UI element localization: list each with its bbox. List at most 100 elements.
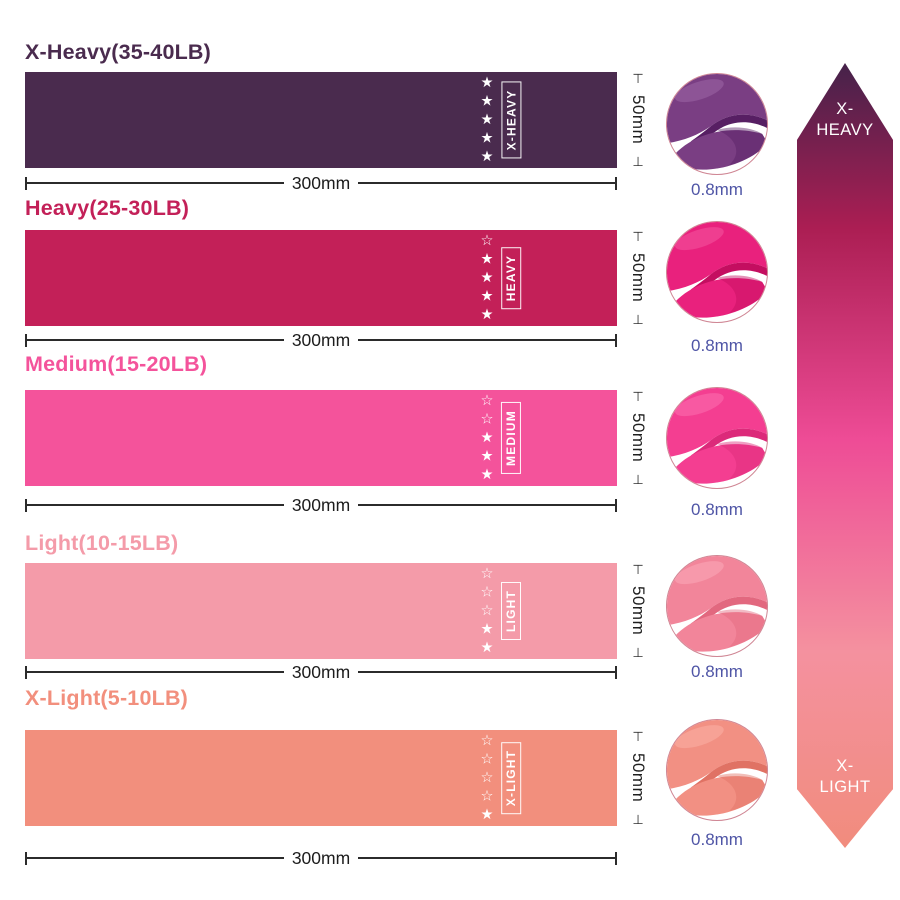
thickness-label: 0.8mm bbox=[691, 830, 743, 849]
folded-band-illustration bbox=[665, 220, 769, 324]
band-strength-label: MEDIUM bbox=[501, 402, 521, 474]
width-dimension: 300mm bbox=[25, 847, 618, 868]
strength-gradient-arrow: X- HEAVY X- LIGHT bbox=[797, 63, 893, 848]
band-title: Light(10-15LB) bbox=[25, 531, 179, 555]
top-tick-icon: ⊤ bbox=[632, 229, 644, 244]
dimension-line bbox=[27, 671, 284, 673]
band-title: Heavy(25-30LB) bbox=[25, 196, 190, 220]
band-lip-shade bbox=[717, 609, 768, 648]
band-swatch: ★★★★★ X-HEAVY bbox=[25, 72, 617, 168]
width-dimension: 300mm bbox=[25, 495, 618, 515]
height-dimension: ⊤ 50mm ⊥ bbox=[621, 390, 655, 486]
height-dimension: ⊤ 50mm ⊥ bbox=[621, 730, 655, 826]
band-strength-label: X-HEAVY bbox=[501, 81, 522, 159]
height-dimension: ⊤ 50mm ⊥ bbox=[621, 563, 655, 659]
band-label-box: X-LIGHT bbox=[483, 730, 539, 826]
band-fold-shadow bbox=[690, 262, 768, 290]
dimension-tick bbox=[25, 665, 27, 679]
band-fold-shadow bbox=[690, 114, 768, 142]
thickness-label: 0.8mm bbox=[691, 180, 743, 199]
width-dimension: 300mm bbox=[25, 172, 618, 193]
band-label-box: HEAVY bbox=[483, 230, 539, 326]
dimension-tick bbox=[25, 176, 27, 190]
band-lower-lip bbox=[671, 776, 768, 816]
dimension-tick bbox=[25, 498, 27, 512]
bottom-tick-icon: ⊥ bbox=[632, 311, 644, 327]
width-value: 300mm bbox=[291, 661, 351, 682]
band-label-box: LIGHT bbox=[483, 563, 539, 659]
thickness-label: 0.8mm bbox=[691, 336, 743, 355]
top-tick-icon: ⊤ bbox=[632, 562, 644, 577]
band-highlight bbox=[674, 393, 724, 417]
band-lip-shade bbox=[717, 441, 768, 480]
folded-band-illustration bbox=[665, 72, 769, 176]
band-swatch: ☆★★★★ HEAVY bbox=[25, 230, 617, 326]
dimension-tick bbox=[615, 176, 618, 190]
band-thickness-photo bbox=[664, 717, 770, 823]
thickness-label: 0.8mm bbox=[691, 662, 743, 681]
width-dimension: 300mm bbox=[25, 329, 618, 350]
thickness-label: 0.8mm bbox=[691, 500, 743, 519]
top-tick-icon: ⊤ bbox=[632, 71, 644, 86]
dimension-line bbox=[27, 182, 284, 184]
folded-band-illustration bbox=[665, 718, 769, 822]
bottom-tick-icon: ⊥ bbox=[632, 811, 644, 827]
height-dimension: ⊤ 50mm ⊥ bbox=[621, 230, 655, 326]
band-title: X-Heavy(35-40LB) bbox=[25, 40, 212, 64]
band-strength-label: LIGHT bbox=[501, 582, 521, 640]
star-rating: ☆☆★★★ bbox=[479, 393, 495, 486]
star-rating: ☆★★★★ bbox=[479, 233, 495, 326]
width-dimension: 300mm bbox=[25, 661, 618, 682]
band-highlight bbox=[674, 561, 724, 585]
dimension-line bbox=[358, 671, 616, 673]
band-fold-shadow bbox=[690, 596, 768, 624]
band-lower-lip bbox=[671, 444, 768, 484]
dimension-tick bbox=[25, 851, 27, 865]
width-value: 300mm bbox=[291, 847, 351, 868]
width-value: 300mm bbox=[291, 172, 351, 193]
arrow-bottom-label: X- LIGHT bbox=[819, 757, 871, 796]
dimension-line bbox=[358, 339, 616, 341]
band-label-box: MEDIUM bbox=[483, 390, 539, 486]
bottom-tick-icon: ⊥ bbox=[632, 471, 644, 487]
dimension-tick bbox=[615, 851, 618, 865]
top-tick-icon: ⊤ bbox=[632, 729, 644, 744]
band-title: X-Light(5-10LB) bbox=[25, 686, 189, 710]
band-swatch: ☆☆★★★ MEDIUM bbox=[25, 390, 617, 486]
band-swatch: ☆☆☆☆★ X-LIGHT bbox=[25, 730, 617, 826]
bottom-tick-icon: ⊥ bbox=[632, 644, 644, 660]
band-lower-lip bbox=[671, 612, 768, 652]
dimension-line bbox=[358, 504, 616, 506]
band-label-box: X-HEAVY bbox=[483, 72, 539, 168]
height-value: 50mm bbox=[629, 413, 648, 463]
band-highlight bbox=[674, 79, 724, 103]
dimension-line bbox=[27, 504, 284, 506]
dimension-line bbox=[27, 857, 284, 859]
band-swatch: ☆☆☆★★ LIGHT bbox=[25, 563, 617, 659]
height-dimension: ⊤ 50mm ⊥ bbox=[621, 72, 655, 168]
band-strength-label: HEAVY bbox=[501, 246, 522, 310]
band-strength-label: X-LIGHT bbox=[501, 741, 521, 815]
band-thickness-photo bbox=[664, 219, 770, 325]
band-thickness-photo bbox=[664, 71, 770, 177]
star-rating: ☆☆☆★★ bbox=[479, 566, 495, 659]
dimension-tick bbox=[615, 333, 618, 347]
star-rating: ★★★★★ bbox=[479, 75, 495, 168]
band-highlight bbox=[674, 725, 724, 749]
band-title: Medium(15-20LB) bbox=[25, 352, 208, 376]
band-lower-lip bbox=[671, 130, 768, 170]
band-fold-shadow bbox=[690, 760, 768, 788]
bottom-tick-icon: ⊥ bbox=[632, 153, 644, 169]
folded-band-illustration bbox=[665, 554, 769, 658]
band-fold-shadow bbox=[690, 428, 768, 456]
band-thickness-photo bbox=[664, 385, 770, 491]
height-value: 50mm bbox=[629, 586, 648, 636]
width-value: 300mm bbox=[291, 329, 351, 350]
band-lip-shade bbox=[717, 127, 768, 166]
dimension-tick bbox=[25, 333, 27, 347]
dimension-tick bbox=[615, 665, 618, 679]
top-tick-icon: ⊤ bbox=[632, 389, 644, 404]
band-lip-shade bbox=[717, 275, 768, 314]
band-thickness-photo bbox=[664, 553, 770, 659]
